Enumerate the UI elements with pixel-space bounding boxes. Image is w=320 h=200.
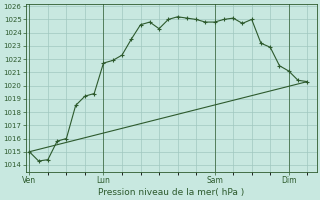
X-axis label: Pression niveau de la mer( hPa ): Pression niveau de la mer( hPa ): [98, 188, 244, 197]
